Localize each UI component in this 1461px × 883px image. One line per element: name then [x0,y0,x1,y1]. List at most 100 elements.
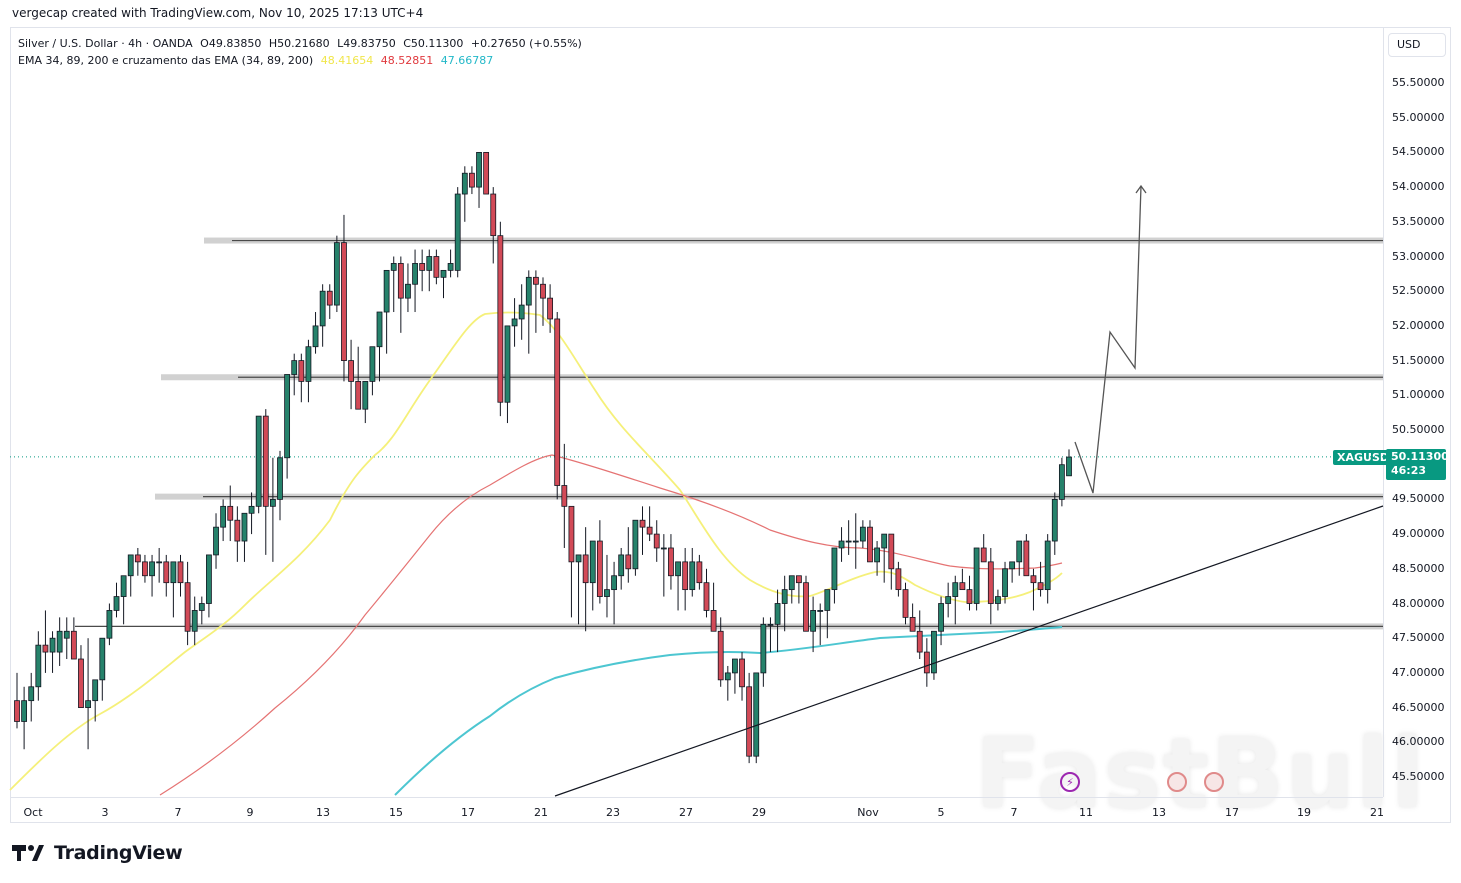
bullish-candle [369,346,376,382]
bullish-candle [198,603,205,611]
ema34-line [9,311,1063,791]
us-flag-event-icon[interactable] [1167,772,1187,792]
bullish-candle [127,554,134,577]
ohlc-open: O49.83850 [200,37,262,50]
price-axis[interactable] [1383,27,1451,797]
bearish-candle [902,589,909,618]
bearish-candle [561,485,568,507]
bearish-candle [639,519,646,528]
bearish-candle [596,540,603,597]
bullish-candle [753,672,760,757]
bearish-candle [795,575,802,584]
bullish-candle [333,242,340,306]
bullish-candle [1051,498,1058,542]
bearish-candle [326,290,333,306]
ohlc-change: +0.27650 (+0.55%) [470,37,582,50]
bullish-candle [85,700,91,708]
bullish-candle [213,526,219,556]
bullish-candle [291,360,298,375]
bullish-candle [376,311,383,348]
bullish-candle [277,457,283,500]
ema89-value: 48.52851 [380,54,434,67]
time-tick-label: 23 [606,806,620,819]
bearish-candle [142,561,148,577]
price-tick-label: 50.50000 [1392,423,1445,436]
bullish-candle [525,276,532,306]
bearish-candle [177,561,184,584]
bearish-candle [909,616,916,632]
bullish-candle [120,575,127,597]
bearish-candle [42,644,49,653]
time-axis[interactable] [10,797,1383,823]
bullish-candle [660,547,667,550]
bearish-candle [653,533,660,549]
bearish-candle [419,263,426,271]
time-tick-label: Oct [23,806,43,819]
price-tick-label: 55.00000 [1392,110,1445,124]
bullish-candle [284,374,291,459]
bullish-candle [618,554,625,577]
bearish-candle [1030,575,1037,584]
bullish-candle [689,561,696,591]
bullish-candle [269,498,276,507]
price-tick-label: 51.00000 [1392,388,1445,402]
bearish-candle [14,700,20,722]
ema200-line [394,626,1063,796]
bullish-candle [461,172,468,195]
bullish-candle [1058,464,1065,500]
bar-countdown: 46:23 [1391,464,1427,477]
bearish-candle [70,630,77,660]
bullish-candle [995,596,1001,604]
bullish-candle [824,589,831,611]
time-tick-label: Nov [857,806,879,819]
bullish-candle [454,193,461,271]
bullish-candle [56,630,63,653]
bullish-candle [113,596,120,611]
price-tick-label: 53.50000 [1392,214,1445,228]
bearish-candle [739,658,745,688]
bullish-candle [831,547,838,591]
lightning-event-icon[interactable]: ⚡ [1060,772,1080,792]
ohlc-close: C50.11300 [403,37,464,50]
price-tick-label: 48.50000 [1392,561,1445,575]
bearish-candle [433,256,440,278]
bullish-candle [1016,540,1023,563]
bearish-candle [646,526,653,535]
price-tick-label: 46.50000 [1392,700,1445,714]
bullish-candle [774,603,781,625]
time-tick-label: 7 [1010,806,1018,819]
bullish-candle [518,304,525,320]
bullish-candle [1044,540,1051,591]
chart-credit: vergecap created with TradingView.com, N… [12,6,424,20]
chart-legend: Silver / U.S. Dollar · 4h · OANDA O49.83… [18,35,586,69]
bullish-candle [63,630,70,639]
ema200-value: 47.66787 [440,54,494,67]
bullish-candle [255,415,262,507]
time-tick-label: 29 [752,806,766,819]
price-tick-label: 52.50000 [1392,284,1445,298]
last-price-label: 50.11300 46:23 [1386,449,1449,480]
us-flag-event-icon[interactable] [1204,772,1224,792]
ohlc-low: L49.83750 [337,37,396,50]
bearish-candle [348,360,354,382]
bullish-candle [248,505,255,514]
bullish-candle [931,630,937,674]
bullish-candle [632,519,639,570]
bullish-candle [1002,568,1008,597]
symbol-legend-row[interactable]: Silver / U.S. Dollar · 4h · OANDA O49.83… [18,35,586,52]
bearish-candle [163,561,170,584]
ohlc-high: H50.21680 [268,37,330,50]
time-tick-label: 17 [1225,806,1239,819]
indicator-legend-row[interactable]: EMA 34, 89, 200 e cruzamento das EMA (34… [18,52,586,69]
price-tick-label: 47.00000 [1392,665,1445,679]
tradingview-logo[interactable]: TradingView [12,842,183,864]
bearish-candle [234,519,241,542]
currency-button[interactable]: USD [1388,33,1446,57]
bearish-candle [341,242,347,361]
bearish-candle [888,533,895,570]
chart-frame [10,27,1451,823]
price-tick-label: 54.50000 [1392,145,1445,159]
bearish-candle [355,381,362,410]
bullish-candle [852,540,859,543]
